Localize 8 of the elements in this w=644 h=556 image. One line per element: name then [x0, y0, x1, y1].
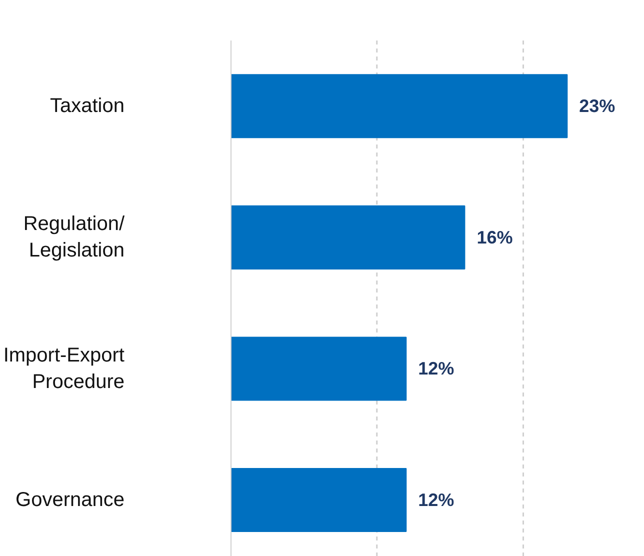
y-tick-label: Import-Export Procedure — [3, 344, 125, 393]
y-tick-label: Regulation/ Legislation — [23, 213, 125, 262]
data-label: 16% — [476, 227, 513, 248]
y-tick-label: Taxation — [50, 95, 125, 118]
data-label: 23% — [579, 96, 616, 116]
data-label: 12% — [418, 358, 454, 379]
y-tick-label: Governance — [16, 489, 125, 512]
data-label: 12% — [418, 490, 454, 510]
